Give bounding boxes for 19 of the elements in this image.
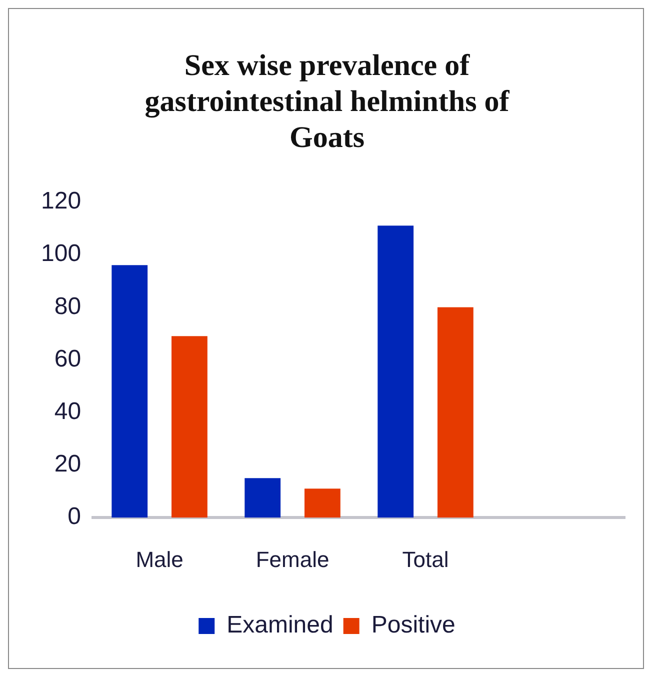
chart-title: Sex wise prevalence of gastrointestinal helminths of Goats bbox=[144, 48, 510, 154]
bar bbox=[172, 336, 208, 518]
bar bbox=[112, 265, 148, 518]
y-tick-label: 100 bbox=[40, 240, 82, 268]
bar bbox=[244, 478, 281, 518]
legend-label: Positive bbox=[371, 612, 456, 639]
y-tick-label: 80 bbox=[54, 292, 82, 320]
bar bbox=[437, 307, 474, 518]
legend-label: Examined bbox=[226, 612, 334, 639]
bar bbox=[304, 488, 340, 518]
y-tick-label: 20 bbox=[54, 450, 82, 478]
x-tick-label: Female bbox=[256, 546, 330, 572]
x-tick-label: Male bbox=[136, 546, 184, 572]
y-tick-label: 40 bbox=[54, 398, 82, 426]
y-tick-label: 0 bbox=[68, 503, 82, 530]
y-tick-label: 120 bbox=[40, 188, 82, 215]
y-tick-label: 60 bbox=[54, 345, 82, 372]
x-tick-label: Total bbox=[402, 546, 449, 572]
bar bbox=[378, 226, 414, 518]
